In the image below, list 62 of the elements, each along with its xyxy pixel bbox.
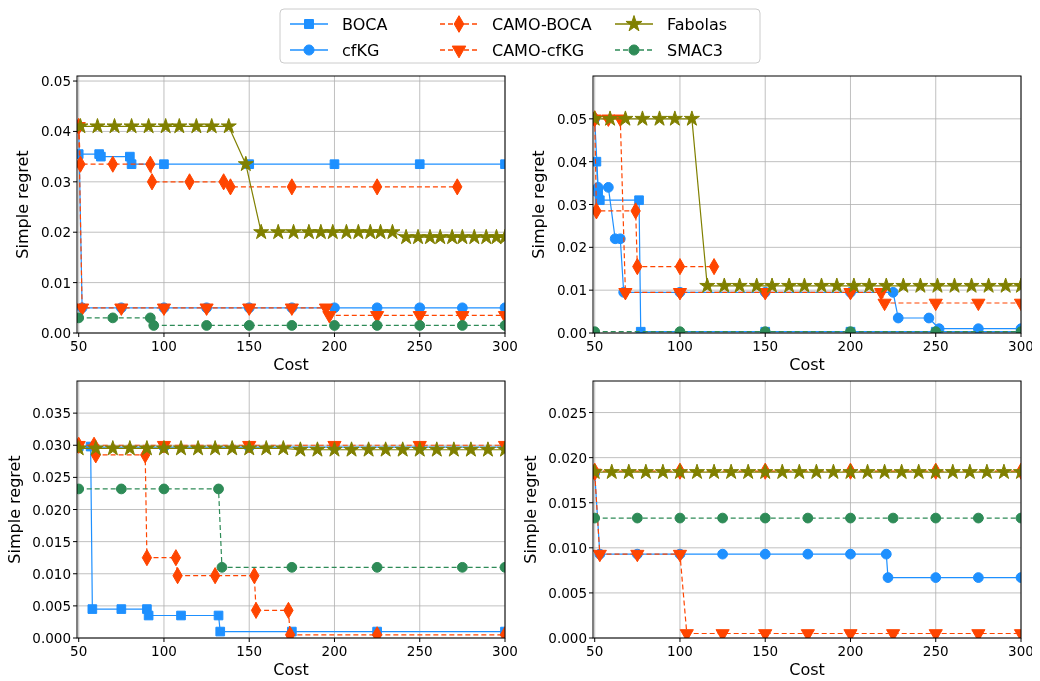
y-tick-label: 0.05: [40, 73, 71, 90]
y-tick-label: 0.020: [548, 449, 587, 466]
x-tick-label: 100: [667, 338, 693, 354]
y-tick-label: 0.000: [548, 630, 587, 646]
y-tick-label: 0.03: [40, 173, 71, 190]
y-tick-label: 0.010: [32, 565, 71, 582]
legend-label: cfKG: [342, 41, 380, 60]
y-tick-label: 0.03: [556, 196, 587, 213]
y-tick-label: 0.015: [32, 533, 71, 550]
y-tick-label: 0.015: [548, 494, 587, 511]
y-tick-label: 0.030: [32, 437, 71, 454]
x-tick-label: 200: [837, 338, 864, 354]
y-tick-label: 0.025: [548, 404, 587, 421]
x-axis-title: Cost: [273, 660, 309, 679]
y-tick-label: 0.02: [556, 239, 587, 256]
y-tick-label: 0.01: [40, 274, 71, 291]
x-tick-label: 250: [922, 338, 949, 354]
y-tick-label: 0.010: [548, 539, 587, 556]
y-tick-label: 0.020: [32, 501, 71, 518]
x-tick-label: 50: [70, 338, 88, 354]
x-axis-title: Cost: [789, 355, 825, 374]
x-tick-label: 150: [236, 338, 263, 354]
x-tick-label: 250: [922, 643, 949, 659]
y-tick-label: 0.005: [32, 597, 71, 614]
y-tick-label: 0.01: [556, 282, 587, 299]
x-tick-label: 50: [586, 643, 604, 659]
x-tick-label: 100: [667, 643, 693, 659]
x-tick-label: 200: [837, 643, 864, 659]
y-axis-title: Simple regret: [521, 455, 540, 564]
y-tick-label: 0.04: [556, 153, 587, 170]
x-axis-title: Cost: [789, 660, 825, 679]
x-tick-label: 200: [321, 643, 348, 659]
y-tick-label: 0.04: [40, 123, 71, 140]
legend-label: BOCA: [342, 15, 388, 34]
x-tick-label: 300: [492, 338, 518, 354]
x-tick-label: 100: [151, 338, 177, 354]
x-tick-label: 150: [752, 338, 779, 354]
y-tick-label: 0.025: [32, 469, 71, 486]
y-tick-label: 0.035: [32, 405, 71, 422]
x-tick-label: 250: [406, 338, 433, 354]
x-tick-label: 50: [70, 643, 88, 659]
legend-label: CAMO-BOCA: [492, 15, 592, 34]
x-tick-label: 300: [492, 643, 518, 659]
y-tick-label: 0.05: [556, 110, 587, 127]
x-tick-label: 50: [586, 338, 604, 354]
y-tick-label: 0.00: [40, 325, 71, 341]
legend-label: SMAC3: [667, 41, 723, 60]
y-axis-title: Simple regret: [5, 455, 24, 564]
legend-label: CAMO-cfKG: [492, 41, 585, 60]
y-axis-title: Simple regret: [13, 150, 33, 259]
x-tick-label: 150: [236, 643, 263, 659]
y-tick-label: 0.02: [40, 224, 71, 241]
y-tick-label: 0.005: [548, 584, 587, 601]
x-tick-label: 100: [151, 643, 177, 659]
x-tick-label: 200: [321, 338, 348, 354]
x-tick-label: 150: [752, 643, 779, 659]
y-axis-title: Simple regret: [529, 150, 549, 259]
legend-label: Fabolas: [667, 15, 728, 34]
y-tick-label: 0.00: [556, 325, 587, 341]
x-tick-label: 250: [406, 643, 433, 659]
x-axis-title: Cost: [273, 355, 309, 374]
y-tick-label: 0.000: [32, 630, 71, 646]
